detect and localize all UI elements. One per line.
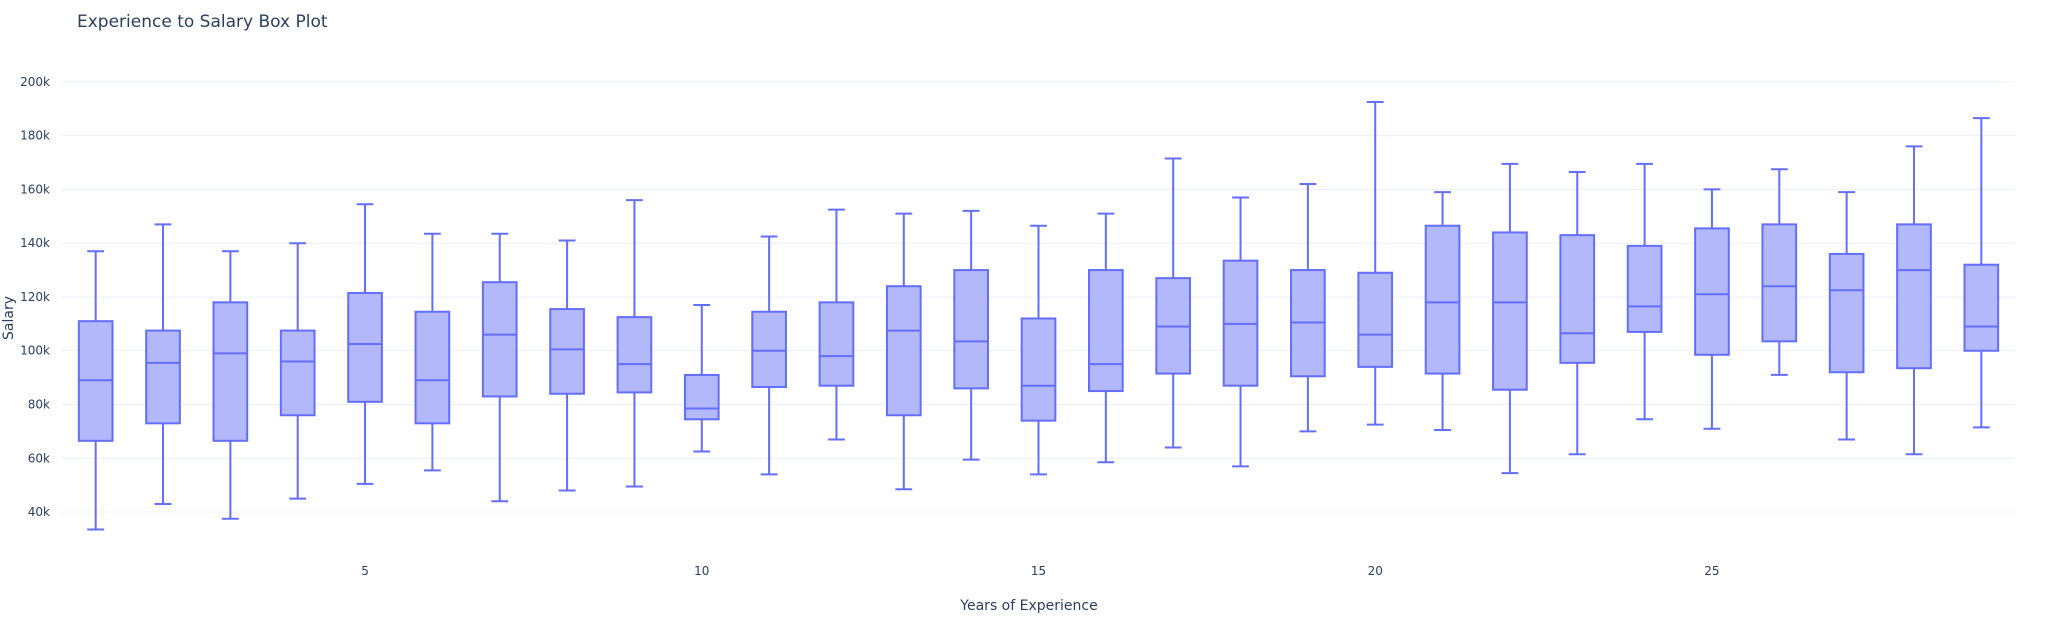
box-iqr	[347, 291, 383, 403]
y-tick-label: 200k	[20, 75, 50, 89]
box-iqr	[1559, 234, 1596, 364]
box-group	[1492, 162, 1528, 475]
box-group	[1357, 101, 1394, 426]
x-tick-label: 10	[694, 564, 709, 578]
y-tick-label: 180k	[20, 129, 50, 143]
y-tick-label: 100k	[20, 344, 50, 358]
chart-title: Experience to Salary Box Plot	[77, 12, 328, 32]
box-plot-series	[77, 101, 2000, 531]
x-axis-title: Years of Experience	[959, 598, 1097, 614]
box-group	[1290, 183, 1326, 433]
box-group	[1020, 224, 1057, 476]
y-tick-label: 120k	[20, 290, 50, 304]
x-tick-label: 20	[1368, 564, 1383, 578]
box-group	[1963, 117, 2000, 429]
y-tick-label: 40k	[28, 505, 50, 519]
box-iqr	[885, 285, 922, 417]
box-iqr	[414, 310, 451, 425]
box-group	[818, 208, 855, 441]
box-group	[1088, 212, 1124, 464]
box-iqr	[549, 308, 585, 395]
box-group	[1222, 196, 1259, 468]
box-iqr	[1357, 271, 1394, 368]
box-group	[751, 235, 787, 476]
box-iqr	[145, 329, 181, 425]
box-iqr	[1963, 263, 2000, 352]
box-group	[1155, 157, 1192, 449]
y-axis-ticks: 40k 60k 80k 100k 120k 140k 160k 180k 200k	[20, 75, 50, 519]
box-iqr	[1626, 244, 1663, 333]
box-group	[212, 250, 249, 520]
box-group	[77, 250, 114, 531]
box-iqr	[751, 310, 787, 389]
box-iqr	[683, 373, 720, 421]
box-iqr	[1424, 224, 1461, 375]
box-iqr	[481, 281, 518, 398]
box-iqr	[279, 329, 316, 417]
x-tick-label: 5	[361, 564, 369, 578]
box-iqr	[818, 301, 855, 387]
y-tick-label: 60k	[28, 451, 50, 465]
box-group	[1626, 162, 1663, 421]
box-group	[1694, 188, 1730, 430]
box-iqr	[1896, 223, 1932, 370]
y-tick-label: 80k	[28, 398, 50, 412]
box-iqr	[1020, 317, 1057, 422]
box-iqr	[1694, 227, 1730, 356]
box-group	[347, 203, 383, 485]
box-iqr	[953, 269, 989, 390]
box-group	[145, 223, 181, 505]
box-group	[953, 209, 989, 461]
x-axis-ticks: 5 10 15 20 25	[361, 564, 1719, 578]
y-tick-label: 140k	[20, 236, 50, 250]
box-group	[414, 232, 451, 472]
box-iqr	[616, 316, 653, 394]
box-group	[1761, 168, 1798, 376]
box-group	[683, 304, 720, 453]
y-axis-title: Salary	[1, 296, 17, 340]
box-iqr	[1761, 223, 1798, 343]
y-tick-label: 160k	[20, 182, 50, 196]
x-tick-label: 15	[1031, 564, 1046, 578]
box-group	[549, 239, 585, 492]
x-tick-label: 25	[1704, 564, 1719, 578]
box-group	[1559, 170, 1596, 456]
box-iqr	[1088, 269, 1124, 393]
box-group	[885, 212, 922, 491]
box-iqr	[1492, 231, 1528, 391]
box-group	[279, 242, 316, 500]
box-group	[481, 232, 518, 503]
box-group	[1828, 191, 1865, 441]
box-iqr	[212, 301, 249, 442]
box-group	[1424, 191, 1461, 432]
box-iqr	[1828, 252, 1865, 374]
box-group	[1896, 145, 1932, 456]
box-group	[616, 199, 653, 488]
